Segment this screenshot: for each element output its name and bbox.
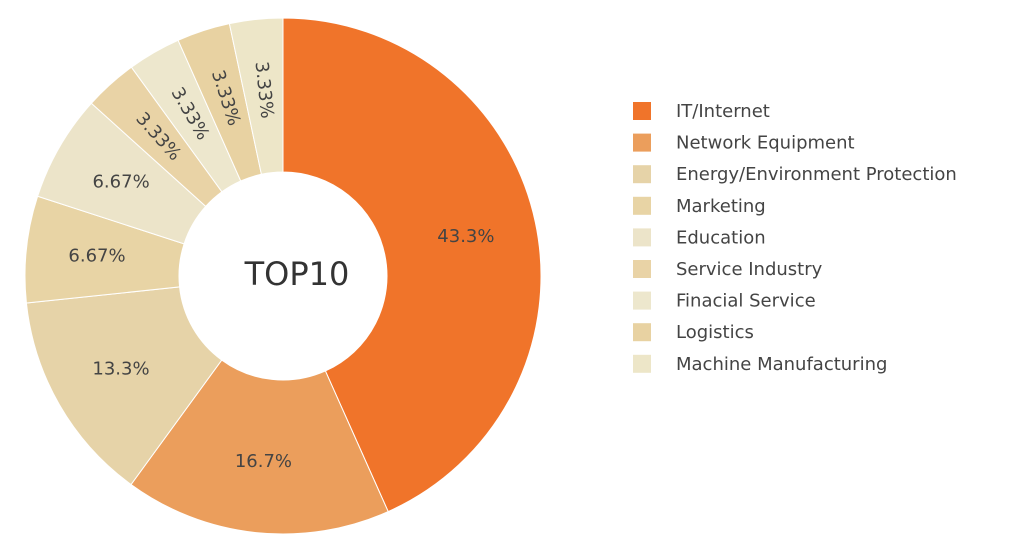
legend-swatch-0 (633, 102, 651, 120)
legend-label-4: Education (676, 227, 766, 248)
legend-label-6: Finacial Service (676, 291, 816, 312)
legend-label-0: IT/Internet (676, 101, 770, 122)
slice-label-0: 43.3% (437, 226, 494, 247)
slice-label-4: 6.67% (92, 171, 149, 192)
slice-label-1: 16.7% (235, 451, 292, 472)
legend-label-3: Marketing (676, 196, 766, 217)
slice-label-2: 13.3% (92, 358, 149, 379)
legend-swatch-4 (633, 228, 651, 247)
legend-swatch-5 (633, 260, 651, 278)
legend-swatch-3 (633, 196, 651, 215)
legend-label-5: Service Industry (676, 259, 823, 280)
center-label: TOP10 (244, 255, 350, 293)
legend-label-2: Energy/Environment Protection (676, 164, 957, 185)
slice-1 (130, 359, 389, 535)
legend-swatch-1 (633, 133, 651, 152)
slice-8 (228, 17, 284, 175)
legend-label-1: Network Equipment (676, 133, 855, 154)
slice-0 (282, 17, 542, 513)
legend-swatch-6 (633, 291, 651, 310)
legend-label-8: Machine Manufacturing (676, 354, 887, 375)
legend-label-7: Logistics (676, 322, 754, 343)
legend-swatch-2 (633, 165, 651, 184)
slice-label-3: 6.67% (68, 245, 125, 266)
slice-2 (25, 286, 223, 486)
legend-swatch-7 (633, 323, 651, 342)
legend-swatch-8 (633, 354, 651, 373)
donut-slices (24, 17, 542, 535)
legend: IT/Internet Network Equipment Energy/Envir… (633, 101, 957, 375)
